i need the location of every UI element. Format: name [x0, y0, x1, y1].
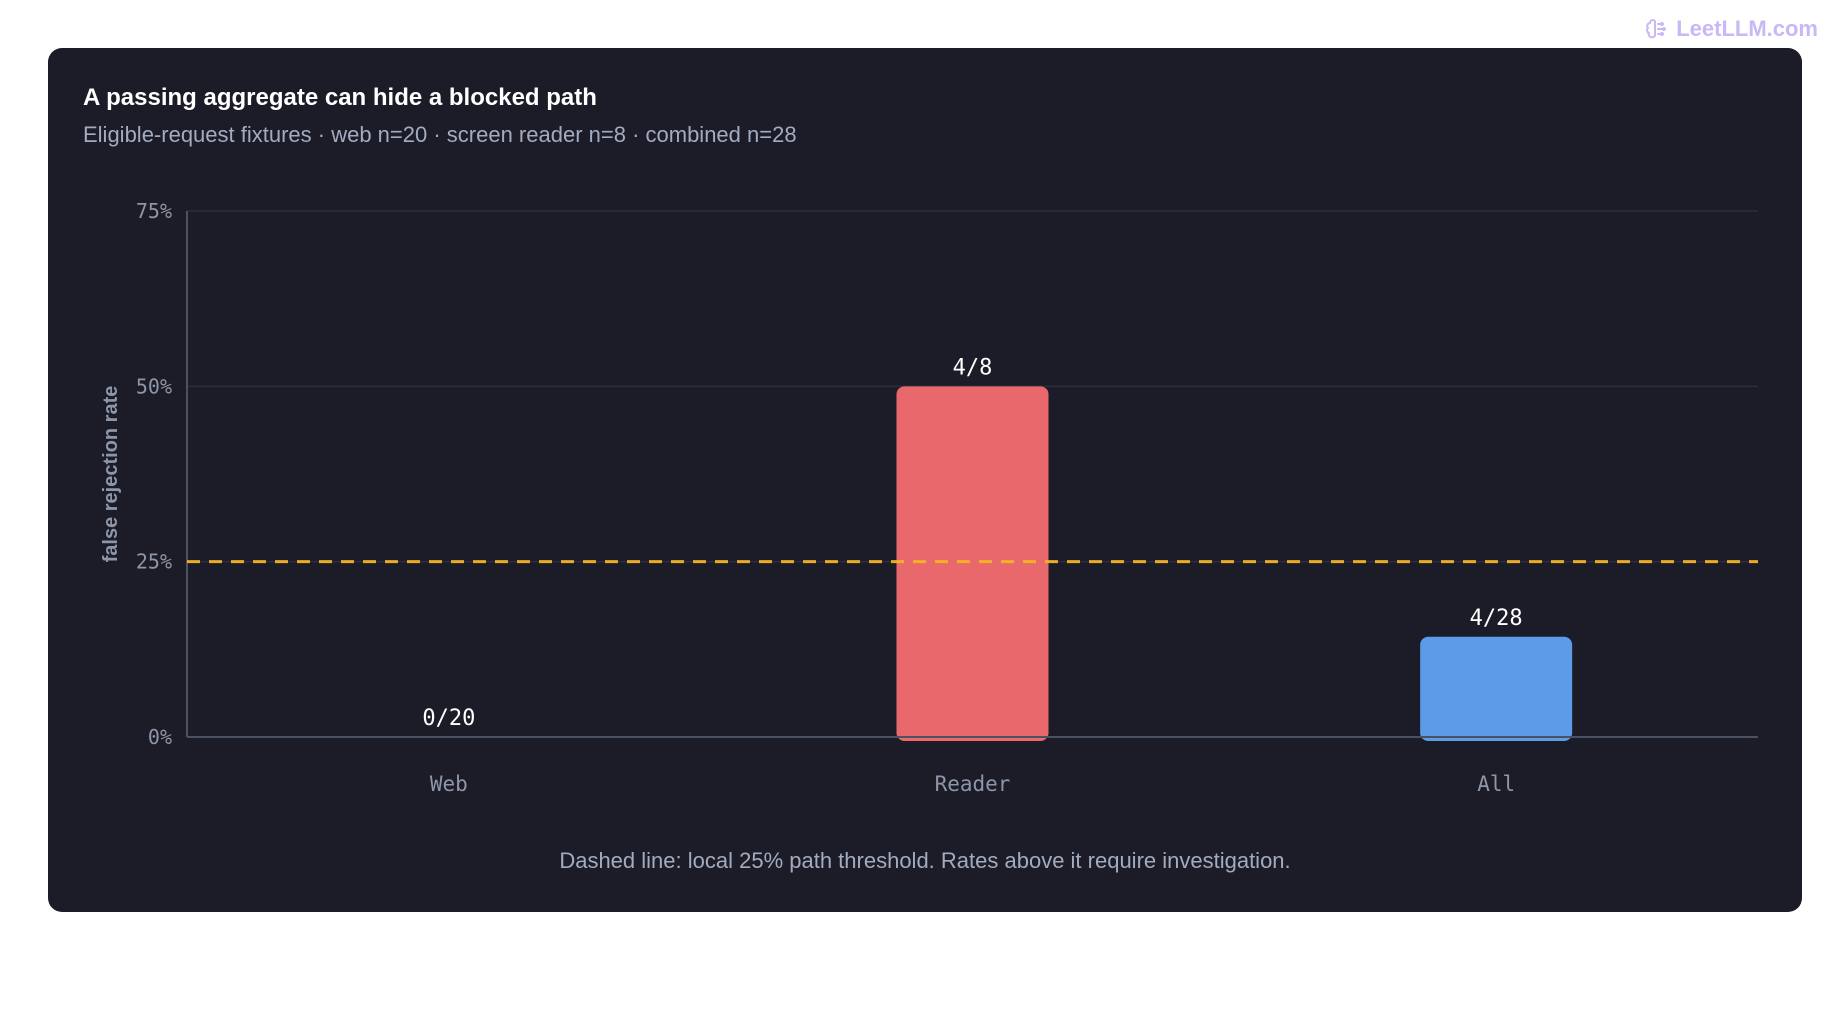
bar: [896, 386, 1049, 741]
watermark-text: LeetLLM.com: [1676, 16, 1818, 41]
chart-subtitle: Eligible-request fixtures · web n=20 · s…: [83, 122, 797, 147]
x-tick-label: All: [1477, 772, 1515, 796]
data-label: 4/28: [1470, 606, 1523, 631]
y-axis-label: false rejection rate: [100, 386, 122, 563]
data-label: 0/20: [422, 706, 475, 731]
data-label: 4/8: [953, 355, 993, 380]
watermark: LeetLLM.com: [1644, 16, 1818, 42]
x-tick-label: Web: [430, 772, 468, 796]
bar: [1420, 636, 1573, 741]
x-tick-label: Reader: [935, 772, 1011, 796]
chart-card: A passing aggregate can hide a blocked p…: [48, 48, 1802, 912]
y-tick-label: 50%: [136, 374, 172, 398]
chart-footnote: Dashed line: local 25% path threshold. R…: [559, 848, 1291, 873]
chart-title: A passing aggregate can hide a blocked p…: [83, 84, 597, 111]
y-tick-label: 25%: [136, 550, 172, 574]
y-tick-label: 0%: [148, 725, 172, 749]
bar-chart: 0% 25% 50% 75% false rejection rate 0/20 Web 4/…: [100, 199, 1758, 796]
brain-icon: [1644, 17, 1668, 41]
y-tick-label: 75%: [136, 199, 172, 223]
